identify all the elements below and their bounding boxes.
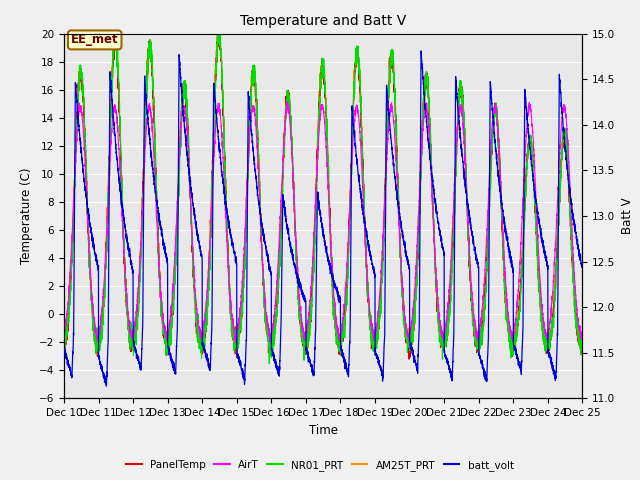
PanelTemp bbox=[304, 334, 312, 339]
Legend: PanelTemp, AirT, NR01_PRT, AM25T_PRT, batt_volt: PanelTemp, AirT, NR01_PRT, AM25T_PRT, ba… bbox=[122, 456, 518, 475]
PanelTemp bbox=[579, 338, 586, 344]
AM25T_PRT bbox=[411, 309, 419, 315]
batt_volt bbox=[469, 235, 477, 241]
NR01_PRT bbox=[469, 303, 477, 309]
AirT bbox=[232, 341, 240, 347]
Text: EE_met: EE_met bbox=[71, 34, 118, 47]
batt_volt bbox=[102, 383, 110, 389]
AM25T_PRT bbox=[469, 314, 477, 320]
batt_volt bbox=[440, 246, 447, 252]
AirT bbox=[154, 223, 161, 229]
AM25T_PRT bbox=[440, 334, 447, 340]
AM25T_PRT bbox=[579, 336, 586, 341]
NR01_PRT bbox=[214, 24, 221, 30]
AM25T_PRT bbox=[304, 335, 312, 340]
AM25T_PRT bbox=[337, 350, 345, 356]
batt_volt bbox=[60, 346, 68, 352]
Y-axis label: Batt V: Batt V bbox=[621, 198, 634, 234]
AM25T_PRT bbox=[214, 32, 221, 37]
NR01_PRT bbox=[440, 339, 447, 345]
NR01_PRT bbox=[154, 218, 161, 224]
AirT bbox=[304, 322, 312, 327]
AirT bbox=[60, 332, 68, 337]
AirT bbox=[411, 290, 419, 296]
PanelTemp bbox=[440, 343, 447, 349]
NR01_PRT bbox=[411, 312, 419, 318]
AirT bbox=[578, 336, 586, 342]
Line: NR01_PRT: NR01_PRT bbox=[64, 27, 582, 364]
X-axis label: Time: Time bbox=[308, 424, 338, 437]
AirT bbox=[284, 99, 292, 105]
AirT bbox=[469, 302, 477, 308]
batt_volt bbox=[417, 48, 425, 54]
NR01_PRT bbox=[304, 335, 312, 341]
PanelTemp bbox=[411, 312, 419, 317]
AM25T_PRT bbox=[154, 210, 161, 216]
PanelTemp bbox=[578, 344, 586, 350]
NR01_PRT bbox=[60, 345, 68, 351]
batt_volt bbox=[411, 354, 419, 360]
AirT bbox=[440, 333, 447, 339]
PanelTemp bbox=[154, 209, 161, 215]
Line: AM25T_PRT: AM25T_PRT bbox=[64, 35, 582, 353]
AM25T_PRT bbox=[60, 340, 68, 346]
PanelTemp bbox=[405, 356, 413, 362]
batt_volt bbox=[579, 265, 586, 271]
batt_volt bbox=[578, 264, 586, 270]
NR01_PRT bbox=[578, 347, 586, 353]
batt_volt bbox=[304, 351, 312, 357]
PanelTemp bbox=[215, 24, 223, 30]
Y-axis label: Temperature (C): Temperature (C) bbox=[20, 168, 33, 264]
Line: PanelTemp: PanelTemp bbox=[64, 27, 582, 359]
batt_volt bbox=[154, 202, 161, 208]
Line: AirT: AirT bbox=[64, 102, 582, 344]
PanelTemp bbox=[60, 333, 68, 338]
PanelTemp bbox=[469, 309, 477, 315]
AM25T_PRT bbox=[578, 340, 586, 346]
Title: Temperature and Batt V: Temperature and Batt V bbox=[240, 14, 406, 28]
NR01_PRT bbox=[266, 361, 273, 367]
NR01_PRT bbox=[579, 338, 586, 344]
Line: batt_volt: batt_volt bbox=[64, 51, 582, 386]
AirT bbox=[579, 333, 586, 339]
